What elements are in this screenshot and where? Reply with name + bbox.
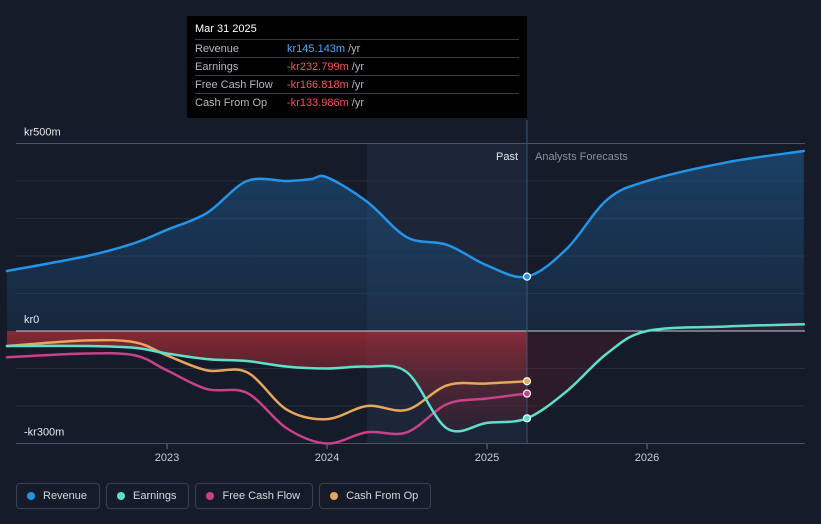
forecast-label: Analysts Forecasts xyxy=(535,151,628,163)
series-line-cash-from-op xyxy=(5,338,529,421)
tooltip-unit: /yr xyxy=(351,60,364,73)
tooltip-row-earnings: Earnings -kr232.799m /yr xyxy=(195,57,519,75)
legend-item-free-cash-flow[interactable]: Free Cash Flow xyxy=(195,483,314,509)
tooltip-date: Mar 31 2025 xyxy=(195,23,257,35)
end-marker-free-cash-flow xyxy=(522,389,532,398)
tooltip-row-free-cash-flow: Free Cash Flow -kr166.818m /yr xyxy=(195,75,519,93)
y-axis-label: kr500m xyxy=(24,127,61,139)
series-line-earnings xyxy=(5,323,806,433)
legend-dot-icon xyxy=(27,492,35,500)
legend-dot-icon xyxy=(206,492,215,500)
past-label: Past xyxy=(496,151,518,163)
tooltip-row-cash-from-op: Cash From Op -kr133.986m /yr xyxy=(195,93,519,111)
negative-area xyxy=(7,331,527,432)
data-tooltip: Mar 31 2025 Revenue kr145.143m /yr Earni… xyxy=(187,16,527,118)
tooltip-unit: /yr xyxy=(348,42,361,55)
legend-label: Revenue xyxy=(43,490,88,502)
x-tick-label: 2025 xyxy=(475,452,499,464)
tooltip-label: Earnings xyxy=(195,60,239,73)
legend-item-earnings[interactable]: Earnings xyxy=(106,483,190,509)
tooltip-value: kr145.143m xyxy=(287,42,346,55)
tooltip-value: -kr166.818m xyxy=(287,78,349,91)
legend-item-revenue[interactable]: Revenue xyxy=(16,483,101,509)
tooltip-value: -kr133.986m xyxy=(287,96,349,109)
series-line-revenue xyxy=(5,149,806,279)
chart-area: kr500m kr0 -kr300m 2023 2024 2025 2026 Past Anal… xyxy=(5,120,806,464)
x-tick-label: 2026 xyxy=(635,452,659,464)
legend-label: Earnings xyxy=(133,490,177,502)
chart-legend: Revenue Earnings Free Cash Flow Cash Fro… xyxy=(16,483,432,509)
revenue-area xyxy=(7,151,804,331)
legend-dot-icon xyxy=(330,492,339,500)
tooltip-label: Free Cash Flow xyxy=(195,78,273,91)
tooltip-unit: /yr xyxy=(351,78,364,91)
negative-area-forecast xyxy=(527,324,804,419)
legend-dot-icon xyxy=(117,492,126,500)
tooltip-label: Revenue xyxy=(195,42,240,55)
end-marker-earnings xyxy=(522,414,532,423)
legend-item-cash-from-op[interactable]: Cash From Op xyxy=(319,483,432,509)
end-marker-revenue xyxy=(522,272,532,281)
series-line-free-cash-flow xyxy=(5,351,529,445)
legend-label: Free Cash Flow xyxy=(222,490,301,502)
tooltip-unit: /yr xyxy=(351,96,364,109)
y-axis-label: -kr300m xyxy=(24,427,64,439)
legend-label: Cash From Op xyxy=(346,490,419,502)
tooltip-row-revenue: Revenue kr145.143m /yr xyxy=(195,39,519,57)
tooltip-value: -kr232.799m xyxy=(287,60,349,73)
x-tick-label: 2023 xyxy=(155,452,179,464)
tooltip-label: Cash From Op xyxy=(195,96,268,109)
x-tick-label: 2024 xyxy=(315,452,339,464)
y-axis-label: kr0 xyxy=(24,314,39,326)
end-marker-cash-from-op xyxy=(522,377,532,386)
